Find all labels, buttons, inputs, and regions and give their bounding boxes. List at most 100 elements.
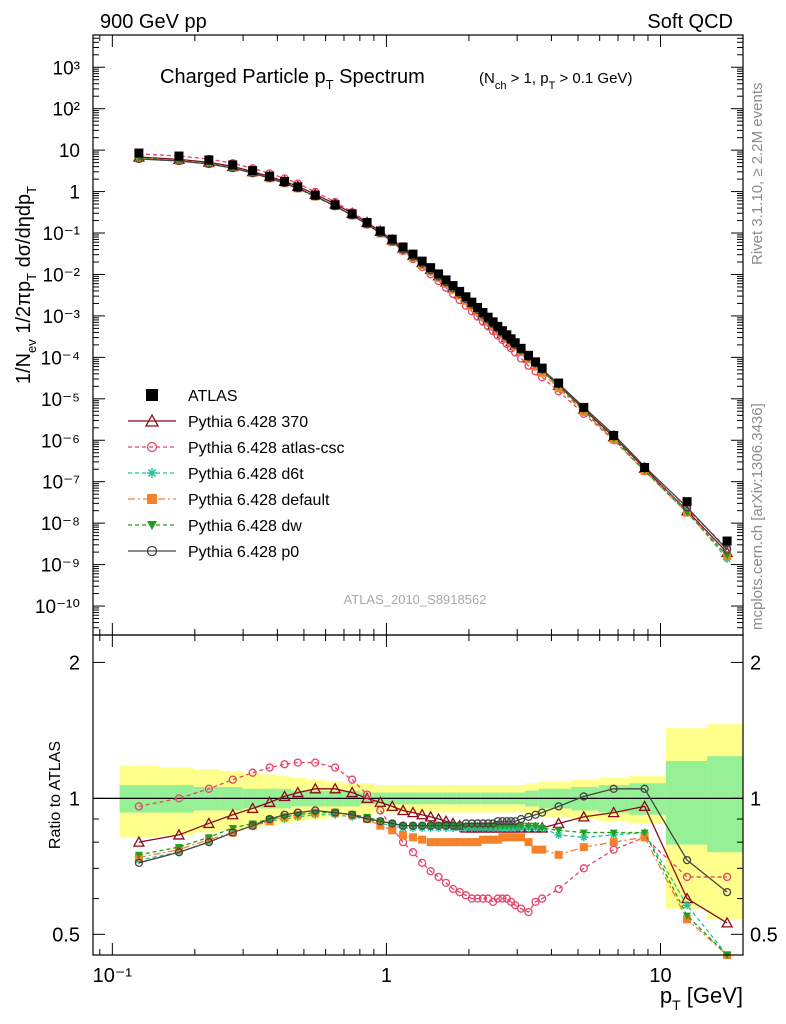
series-pythia-6-428-default-ratio-point (489, 835, 498, 844)
atlas-data-point (531, 357, 541, 367)
series-pythia-6-428-default-ratio-point (408, 833, 417, 842)
series-pythia-6-428-d6t-ratio-point-stroke (683, 901, 691, 909)
analysis-id-label: ATLAS_2010_S8918562 (344, 592, 487, 607)
atlas-data-point (174, 151, 184, 161)
ratio-y-tick-label-right: 0.5 (750, 924, 778, 946)
series-pythia-6-428-atlas-csc-ratio-point (498, 894, 507, 903)
atlas-data-point (448, 281, 458, 291)
legend-label: Pythia 6.428 p0 (188, 544, 299, 561)
series-pythia-6-428-dw-main-point (723, 552, 732, 560)
series-pythia-6-428-p0-ratio-point (478, 819, 488, 828)
series-pythia-6-428-atlas-csc-ratio-point (511, 901, 520, 910)
series-pythia-6-428-p0-ratio-point (554, 802, 563, 811)
series-pythia-6-428-370-ratio-point (424, 810, 437, 822)
series-pythia-6-428-p0-ratio-point (483, 819, 493, 828)
series-pythia-6-428-p0-main-point (722, 545, 732, 554)
legend-marker (146, 441, 158, 453)
series-pythia-6-428-default-ratio-point (418, 835, 427, 844)
y-tick-label: 10⁻⁸ (41, 514, 80, 535)
legend-label: ATLAS (188, 388, 238, 405)
series-pythia-6-428-default-ratio-point (399, 830, 408, 839)
series-pythia-6-428-370-ratio-point (577, 810, 590, 822)
atlas-data-point (516, 343, 526, 353)
ratio-y-axis-label: Ratio to ATLAS (47, 741, 64, 849)
series-pythia-6-428-atlas-csc-ratio-point (455, 887, 464, 897)
series-pythia-6-428-p0-ratio-point (376, 817, 385, 826)
atlas-data-point (537, 363, 547, 373)
series-pythia-6-428-atlas-csc-ratio-point (493, 894, 502, 903)
series-pythia-6-428-370-ratio-point (638, 800, 651, 812)
series-pythia-6-428-default-ratio-point (538, 845, 547, 854)
series-pythia-6-428-default-ratio-point (484, 835, 493, 844)
series-pythia-6-428-default-ratio-point (426, 838, 435, 847)
series-pythia-6-428-dw-ratio-point (683, 912, 692, 920)
series-pythia-6-428-atlas-csc-ratio (134, 758, 732, 917)
legend-marker (146, 389, 158, 401)
x-tick-label: 10⁻¹ (93, 965, 133, 987)
series-pythia-6-428-default-ratio-point (434, 838, 443, 847)
series-pythia-6-428-atlas-csc-ratio-point (376, 806, 385, 815)
series-pythia-6-428-p0-ratio-point (174, 848, 184, 857)
series-pythia-6-428-d6t-ratio-point (579, 833, 588, 842)
series-pythia-6-428-p0-ratio-point (330, 808, 340, 817)
y-tick-label: 10 (59, 141, 80, 162)
rivet-version-label: Rivet 3.1.10, ≥ 2.2M events (749, 83, 766, 266)
series-pythia-6-428-d6t-ratio-line (138, 814, 728, 956)
series-atlas-main (134, 148, 732, 546)
atlas-data-point (473, 302, 483, 312)
series-pythia-6-428-p0-ratio-point (473, 819, 482, 828)
series-pythia-6-428-p0-ratio-point (498, 817, 507, 826)
uncertainty-band-green-segment (707, 756, 743, 853)
series-pythia-6-428-atlas-csc-ratio-point (531, 897, 540, 907)
series-pythia-6-428-atlas-csc-ratio-point (434, 872, 443, 882)
chart-cuts: (Nch > 1, pT > 0.1 GeV) (479, 70, 632, 92)
atlas-data-point (330, 200, 340, 210)
y-tick-label: 10⁻¹⁰ (35, 597, 80, 618)
series-pythia-6-428-default-ratio-point (455, 838, 464, 847)
series-pythia-6-428-default-ratio-point (640, 833, 649, 842)
series-pythia-6-428-dw-ratio-point (134, 851, 143, 859)
series-pythia-6-428-p0-ratio-point (722, 887, 732, 897)
series-pythia-6-428-p0-ratio-point (467, 819, 477, 828)
series-pythia-6-428-dw-ratio-point (517, 822, 526, 830)
y-tick-label: 10² (53, 100, 80, 121)
atlas-data-point (265, 171, 275, 181)
series-pythia-6-428-default-ratio-point (473, 838, 482, 847)
series-pythia-6-428-atlas-csc-ratio-point (448, 884, 458, 894)
y-tick-label: 10⁻² (43, 265, 81, 286)
atlas-data-point (510, 338, 520, 348)
series-pythia-6-428-atlas-csc-ratio-point (204, 784, 214, 793)
atlas-data-point (467, 297, 477, 307)
legend-item: Pythia 6.428 p0 (128, 544, 299, 561)
uncertainty-band-green-segment (665, 760, 708, 845)
legend-marker (147, 494, 157, 504)
y-tick-label: 10⁻³ (43, 307, 81, 328)
y-axis-label: 1/Nev 1/2πpT dσ/dηdpT (13, 186, 39, 384)
series-pythia-6-428-dw-ratio-point (640, 829, 649, 837)
atlas-data-point (461, 292, 471, 302)
y-tick-label: 10⁻¹ (43, 224, 81, 245)
series-pythia-6-428-atlas-csc-ratio-point (609, 845, 618, 854)
series-pythia-6-428-default-ratio-point (517, 833, 526, 842)
series-pythia-6-428-default-ratio-point (502, 833, 511, 842)
atlas-data-point (441, 275, 451, 285)
atlas-data-point (640, 463, 650, 473)
series-pythia-6-428-atlas-csc-ratio-point (441, 878, 451, 888)
series-pythia-6-428-dw-ratio-point (531, 822, 540, 830)
atlas-data-point (579, 402, 589, 412)
series-pythia-6-428-default-ratio-point (493, 835, 502, 844)
series-pythia-6-428-370-ratio-point (226, 808, 239, 820)
series-pythia-6-428-default-ratio-point (478, 835, 487, 844)
series-pythia-6-428-default-ratio-point (388, 826, 397, 835)
series-pythia-6-428-atlas-csc-ratio-point (682, 872, 692, 882)
y-tick-label: 10⁻⁵ (41, 390, 80, 411)
legend-label: Pythia 6.428 atlas-csc (188, 440, 345, 457)
series-pythia-6-428-d6t-ratio-point (683, 901, 692, 910)
series-pythia-6-428-atlas-csc-ratio-point (516, 904, 526, 913)
legend-marker-stroke (147, 468, 157, 478)
series-pythia-6-428-370-ratio-point (360, 792, 374, 804)
legend: ATLAS Pythia 6.428 370 Pythia 6.428 atlas-… (128, 388, 345, 561)
legend-item: Pythia 6.428 default (128, 492, 330, 509)
header-left: 900 GeV pp (100, 11, 207, 33)
